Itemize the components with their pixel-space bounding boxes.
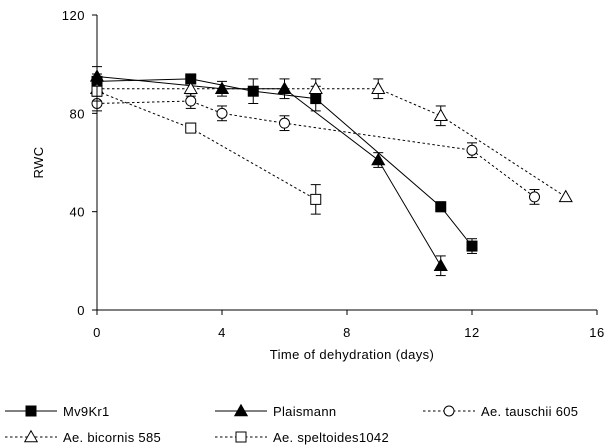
- data-point: [185, 122, 197, 134]
- legend-label: Plaismann: [273, 404, 336, 419]
- legend-label: Ae. tauschii 605: [481, 404, 578, 419]
- y-tick-label: 0: [77, 303, 85, 318]
- series-ae-bicornis-585: [89, 78, 573, 203]
- data-point: [214, 81, 230, 94]
- series-ae-speltoides1042: [91, 80, 322, 215]
- y-axis-label: RWC: [31, 146, 46, 178]
- x-tick-label: 16: [589, 325, 604, 340]
- data-point: [310, 193, 322, 205]
- legend-item: Plaismann: [215, 403, 336, 419]
- y-tick-label: 40: [70, 205, 85, 220]
- y-tick-label: 80: [70, 106, 85, 121]
- x-tick-label: 4: [218, 325, 226, 340]
- data-point: [371, 152, 386, 166]
- series-plaismann: [89, 66, 448, 277]
- x-axis-label: Time of dehydration (days): [270, 347, 435, 362]
- plot-area: [89, 66, 573, 277]
- legend-marker: [23, 429, 39, 443]
- legend: Mv9Kr1 Plaismann Ae. tauschii 605 Ae. bicor…: [5, 403, 578, 445]
- data-point: [371, 81, 386, 94]
- data-point: [185, 95, 197, 107]
- legend-item: Mv9Kr1: [5, 404, 110, 419]
- data-point: [247, 85, 259, 97]
- x-tick-label: 0: [93, 325, 101, 340]
- series-line: [97, 88, 567, 198]
- x-tick-label: 12: [464, 325, 479, 340]
- x-tick-label: 8: [343, 325, 351, 340]
- data-point: [529, 191, 540, 203]
- legend-label: Mv9Kr1: [63, 404, 110, 419]
- data-point: [466, 240, 478, 252]
- legend-marker: [25, 405, 37, 417]
- legend-item: Ae. speltoides1042: [215, 430, 389, 445]
- series-line: [96, 75, 442, 267]
- data-point: [308, 81, 323, 94]
- series-mv9kr1: [91, 73, 478, 254]
- data-point: [277, 81, 292, 94]
- data-point: [433, 258, 448, 271]
- series-line: [96, 78, 473, 247]
- legend-marker: [233, 403, 249, 417]
- data-point: [279, 117, 290, 129]
- data-point: [435, 201, 447, 213]
- legend-label: Ae. bicornis 585: [63, 430, 161, 445]
- legend-item: Ae. bicornis 585: [5, 429, 161, 445]
- legend-marker: [235, 431, 247, 443]
- data-point: [466, 144, 478, 156]
- data-point: [216, 107, 228, 119]
- legend-item: Ae. tauschii 605: [423, 404, 578, 419]
- data-point: [433, 108, 448, 121]
- legend-label: Ae. speltoides1042: [273, 430, 389, 445]
- y-tick-label: 120: [62, 8, 85, 23]
- legend-marker: [443, 405, 455, 417]
- axes: 0 40 80 120 0 4 8 12 16: [62, 8, 604, 340]
- data-point: [183, 81, 198, 94]
- data-point: [558, 189, 573, 203]
